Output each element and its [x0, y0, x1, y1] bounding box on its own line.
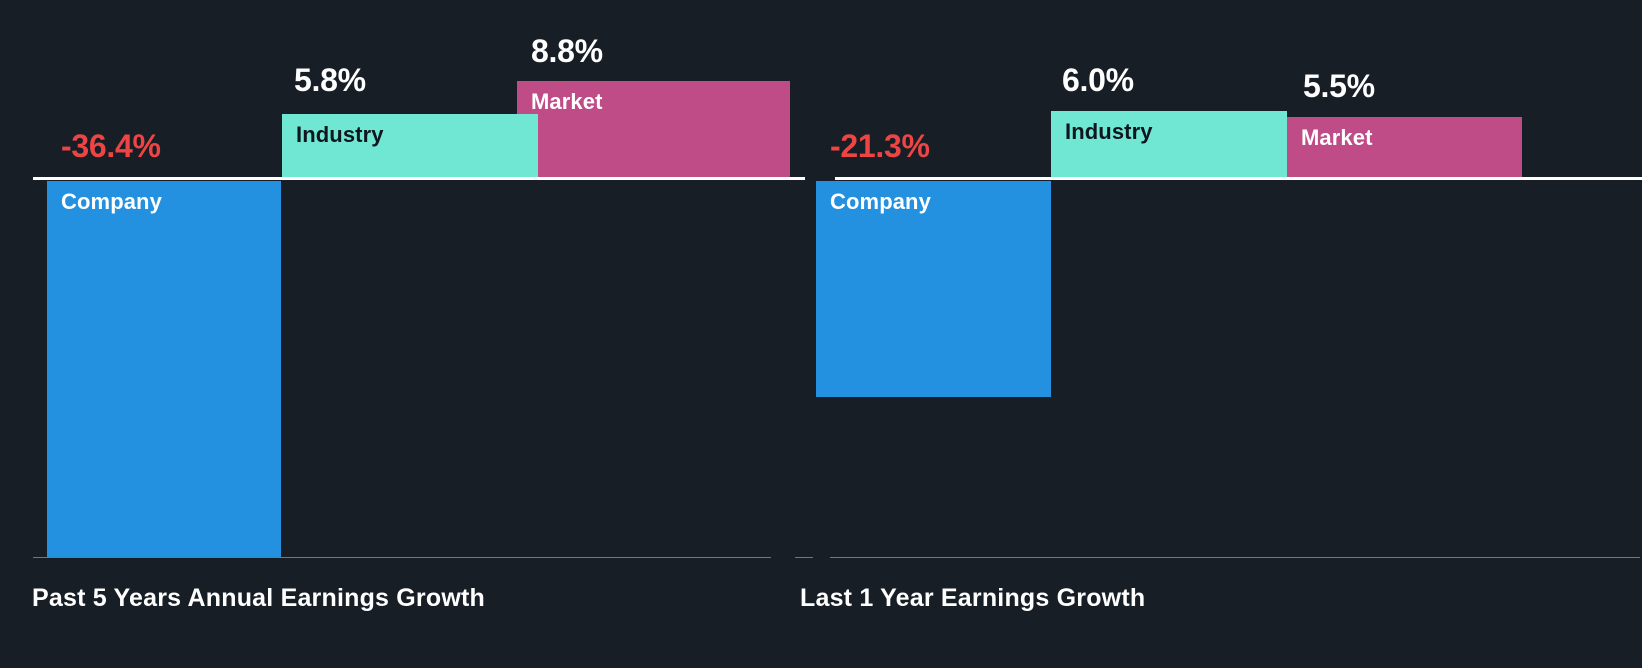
- bar-market[interactable]: Market: [517, 81, 790, 179]
- bottom-axis-line: [830, 557, 1640, 558]
- bar-label-company: Company: [61, 189, 162, 214]
- bar-label-company: Company: [830, 189, 931, 214]
- value-label-market: 5.5%: [1303, 68, 1375, 104]
- panel-past-5-years: Market 8.8% Industry 5.8% Company -36.4%…: [0, 0, 806, 668]
- bar-label-market: Market: [1301, 125, 1373, 150]
- bar-market[interactable]: Market: [1287, 117, 1522, 179]
- bar-industry[interactable]: Industry: [1051, 111, 1287, 179]
- value-label-industry: 6.0%: [1062, 62, 1134, 98]
- value-label-industry: 5.8%: [294, 62, 366, 98]
- value-label-company: -36.4%: [61, 128, 161, 164]
- value-label-market: 8.8%: [531, 33, 603, 69]
- bottom-axis-line: [33, 557, 771, 558]
- bar-company[interactable]: Company: [47, 181, 281, 557]
- value-label-company: -21.3%: [830, 128, 930, 164]
- panel-last-1-year: Industry 6.0% Market 5.5% Company -21.3%…: [795, 0, 1642, 668]
- panel-title-past-5-years: Past 5 Years Annual Earnings Growth: [32, 584, 485, 612]
- bar-label-industry: Industry: [296, 122, 384, 147]
- bottom-axis-line-stub: [795, 557, 813, 558]
- bar-company[interactable]: Company: [816, 181, 1051, 397]
- bar-industry[interactable]: Industry: [282, 114, 538, 179]
- zero-baseline: [835, 177, 1642, 180]
- bar-label-industry: Industry: [1065, 119, 1153, 144]
- bar-label-market: Market: [531, 89, 603, 114]
- panel-title-last-1-year: Last 1 Year Earnings Growth: [800, 584, 1146, 612]
- zero-baseline: [33, 177, 805, 180]
